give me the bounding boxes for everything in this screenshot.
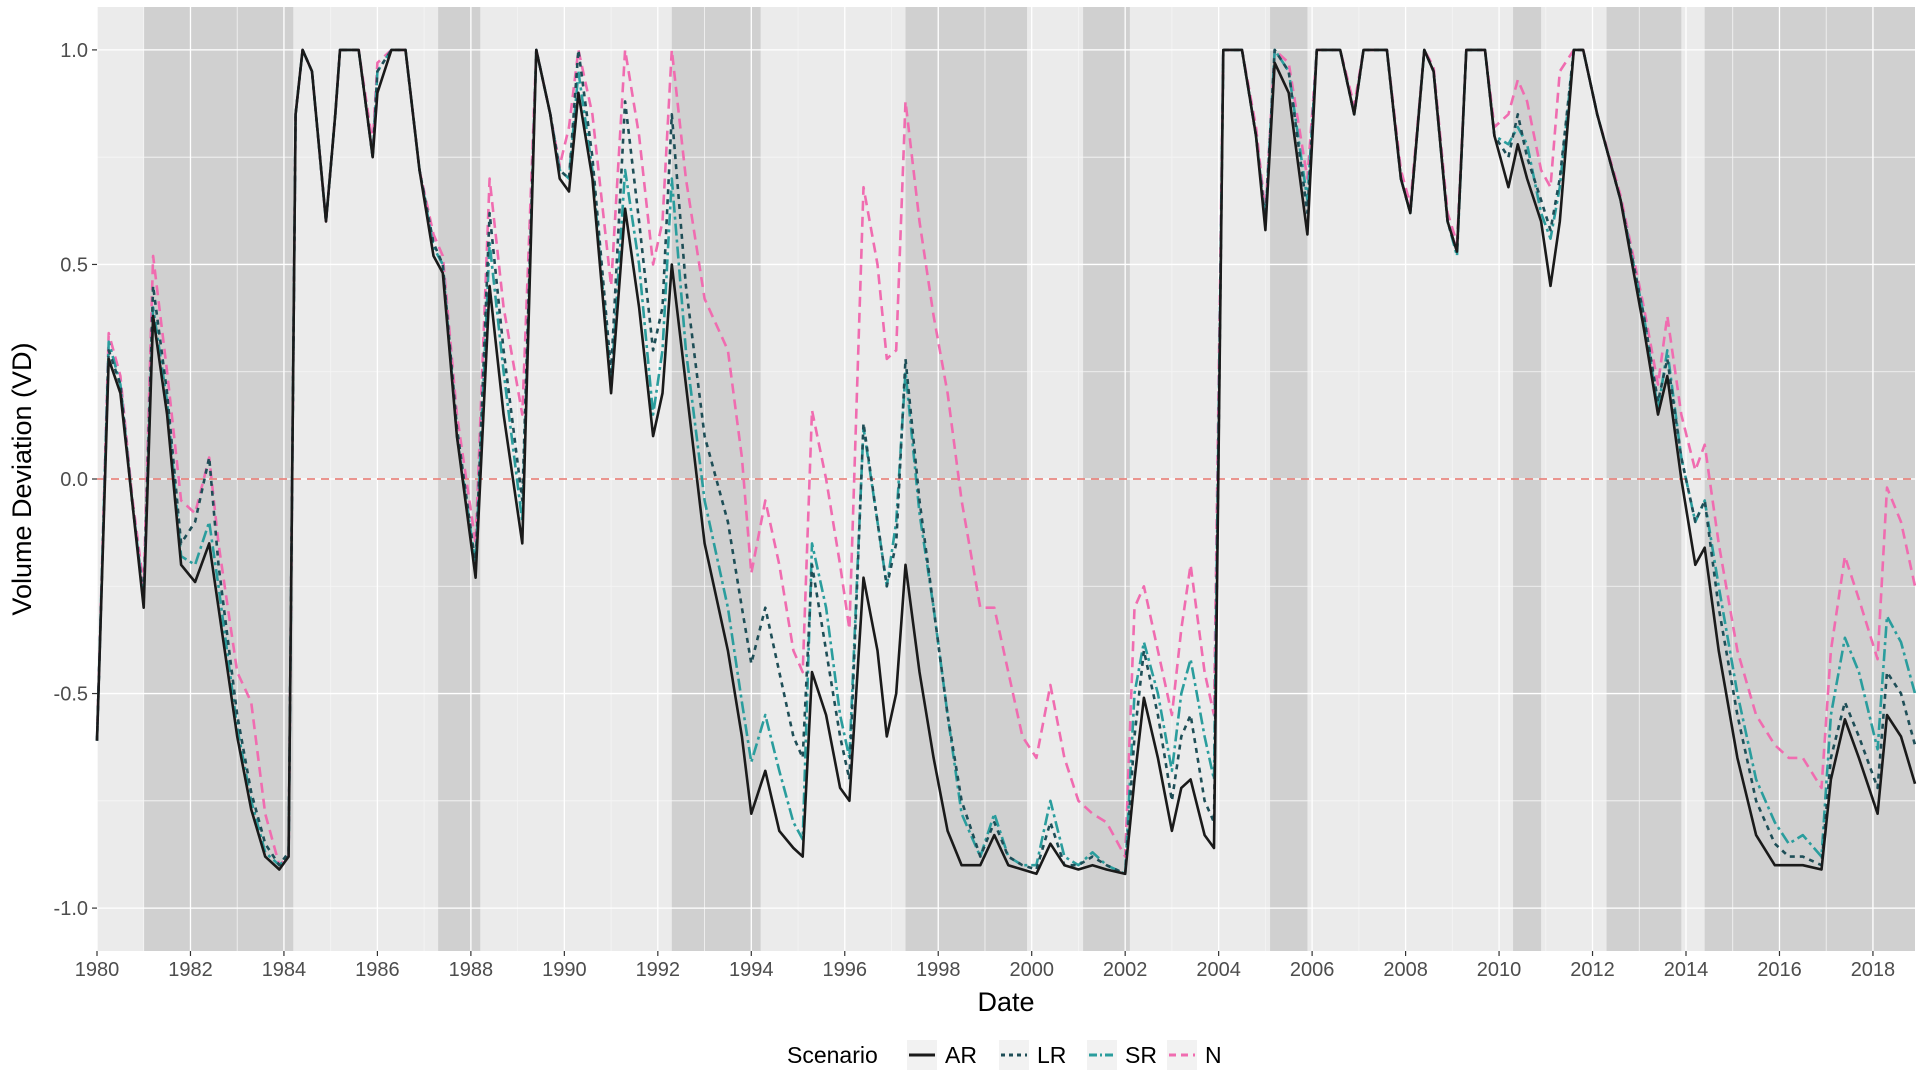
x-tick-label: 1988: [449, 959, 494, 981]
legend-label-lr: LR: [1037, 1042, 1066, 1068]
x-tick-label: 1992: [636, 959, 681, 981]
x-axis-title: Date: [977, 987, 1034, 1017]
x-tick-label: 2002: [1103, 959, 1148, 981]
x-tick-label: 1994: [729, 959, 774, 981]
legend: Scenario AR LR SR N: [787, 1040, 1222, 1070]
x-tick-label: 1986: [355, 959, 400, 981]
x-tick-label: 2018: [1851, 959, 1896, 981]
legend-title: Scenario: [787, 1042, 878, 1068]
x-tick-label: 2016: [1757, 959, 1802, 981]
y-tick-label: 0.5: [60, 254, 88, 276]
y-tick-label: 1.0: [60, 40, 88, 62]
y-axis-title: Volume Deviation (VD): [7, 342, 37, 615]
x-tick-label: 2010: [1477, 959, 1522, 981]
x-tick-label: 1980: [75, 959, 120, 981]
x-axis-ticks: 1980 1982 1984 1986 1988 1990 1992 1994 1996 1998…: [75, 951, 1895, 981]
x-tick-label: 1984: [262, 959, 307, 981]
y-axis-ticks: -1.0 -0.5 0.0 0.5 1.0: [54, 40, 97, 920]
x-tick-label: 2004: [1196, 959, 1241, 981]
y-tick-label: 0.0: [60, 469, 88, 491]
y-tick-label: -0.5: [54, 684, 88, 706]
x-tick-label: 1998: [916, 959, 961, 981]
x-tick-label: 1996: [823, 959, 868, 981]
x-tick-label: 2006: [1290, 959, 1335, 981]
series-lines: [95, 48, 1917, 876]
legend-label-ar: AR: [945, 1042, 977, 1068]
y-tick-label: -1.0: [54, 898, 88, 920]
x-tick-label: 2012: [1570, 959, 1615, 981]
x-tick-label: 2000: [1009, 959, 1054, 981]
series-line-ar: [95, 48, 1917, 876]
x-tick-label: 2014: [1664, 959, 1709, 981]
legend-label-sr: SR: [1125, 1042, 1157, 1068]
x-tick-label: 2008: [1383, 959, 1428, 981]
legend-label-n: N: [1205, 1042, 1222, 1068]
x-tick-label: 1982: [168, 959, 213, 981]
series-line-lr: [95, 48, 1917, 876]
x-tick-label: 1990: [542, 959, 587, 981]
